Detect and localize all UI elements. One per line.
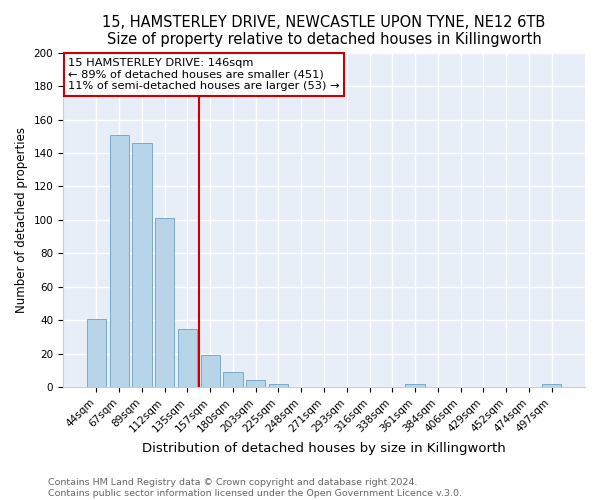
Text: Contains HM Land Registry data © Crown copyright and database right 2024.
Contai: Contains HM Land Registry data © Crown c… <box>48 478 462 498</box>
Bar <box>406 384 425 387</box>
Bar <box>132 143 152 387</box>
Bar <box>155 218 175 387</box>
Bar <box>269 384 288 387</box>
Y-axis label: Number of detached properties: Number of detached properties <box>15 127 28 313</box>
Title: 15, HAMSTERLEY DRIVE, NEWCASTLE UPON TYNE, NE12 6TB
Size of property relative to: 15, HAMSTERLEY DRIVE, NEWCASTLE UPON TYN… <box>103 15 545 48</box>
Bar <box>110 134 129 387</box>
Bar <box>200 356 220 387</box>
Bar <box>178 328 197 387</box>
Bar <box>542 384 561 387</box>
X-axis label: Distribution of detached houses by size in Killingworth: Distribution of detached houses by size … <box>142 442 506 455</box>
Text: 15 HAMSTERLEY DRIVE: 146sqm
← 89% of detached houses are smaller (451)
11% of se: 15 HAMSTERLEY DRIVE: 146sqm ← 89% of det… <box>68 58 340 91</box>
Bar <box>246 380 265 387</box>
Bar <box>223 372 242 387</box>
Bar <box>87 318 106 387</box>
